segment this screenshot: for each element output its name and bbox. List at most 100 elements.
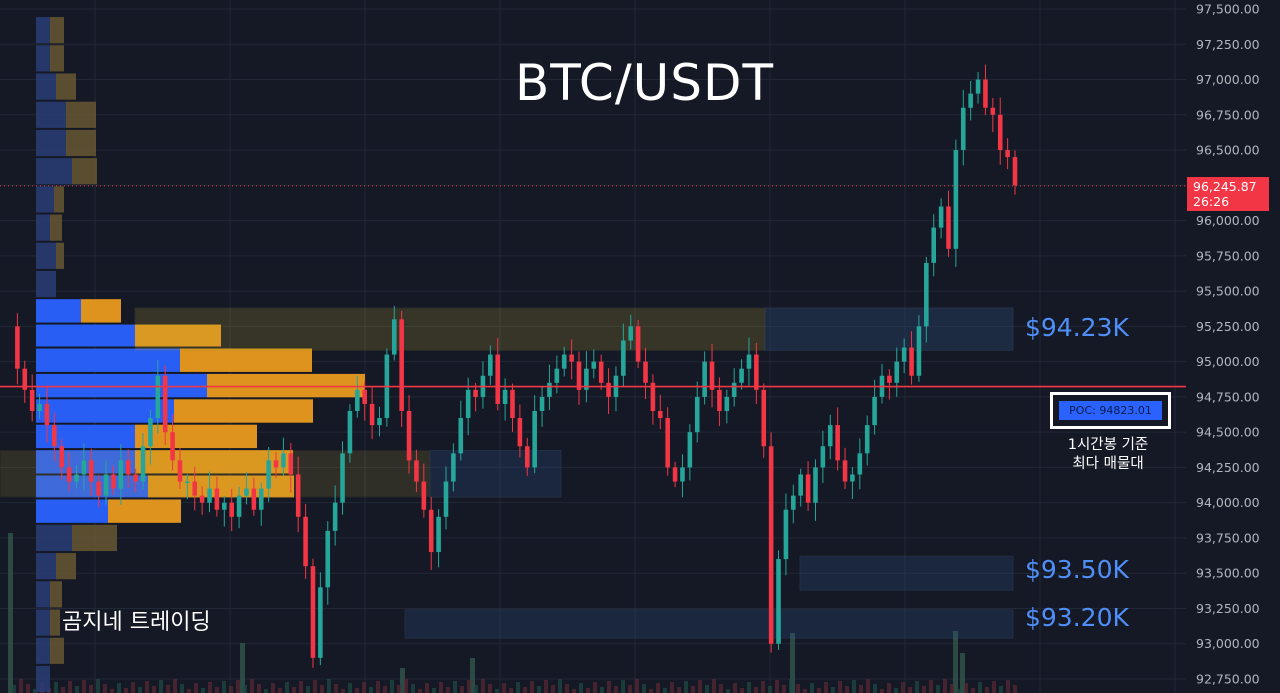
y-tick-label: 93,250.00: [1196, 601, 1260, 616]
candle-body: [672, 467, 678, 482]
profile-buy-bar: [36, 665, 50, 693]
candle-body: [214, 488, 220, 510]
candle-body: [909, 347, 914, 376]
volume-bar: [145, 681, 149, 693]
candle-body: [901, 347, 907, 362]
volume-bar: [810, 683, 814, 693]
level-zone-93-20k: [404, 609, 1014, 639]
candle-body: [1005, 150, 1010, 158]
volume-bar: [250, 679, 254, 693]
volume-bar: [621, 680, 625, 693]
y-tick-label: 95,750.00: [1196, 248, 1260, 263]
price-axis[interactable]: 97,500.00 97,250.00 97,000.00 96,750.00 96,5…: [1196, 2, 1260, 687]
volume-bar: [565, 684, 569, 693]
candle-body: [539, 396, 545, 411]
candle-body: [916, 326, 922, 376]
candle-body: [244, 488, 249, 496]
profile-buy-bar: [36, 158, 72, 185]
volume-bar: [684, 681, 688, 693]
volume-bar: [152, 686, 156, 693]
volume-bar: [411, 684, 415, 693]
volume-bar: [89, 685, 93, 693]
last-price-value: 96,245.87: [1193, 179, 1257, 194]
profile-sell-bar: [50, 17, 64, 44]
candle-body: [576, 361, 582, 390]
profile-sell-bar: [207, 373, 365, 398]
candle-body: [52, 425, 57, 447]
chart-title: BTC/USDT: [515, 54, 775, 112]
volume-bar: [873, 684, 877, 693]
candle-body: [436, 516, 441, 553]
candle-body: [362, 389, 367, 404]
poc-label-box: POC: 94823.01: [1050, 392, 1171, 429]
volume-bar: [467, 680, 471, 693]
candle-body: [96, 481, 101, 496]
volume-bar: [8, 533, 13, 693]
volume-bar: [96, 679, 100, 693]
volume-bar: [257, 684, 261, 693]
profile-sell-bar: [108, 499, 181, 523]
profile-sell-bar: [54, 186, 64, 213]
profile-sell-bar: [148, 475, 294, 498]
volume-bar: [180, 684, 184, 693]
candle-body: [569, 354, 574, 362]
volume-bar: [299, 681, 303, 693]
candle-body: [140, 446, 146, 482]
volume-bar: [306, 686, 310, 693]
candle-body: [924, 262, 929, 327]
candle-body: [650, 382, 656, 411]
candle-body: [798, 474, 803, 496]
profile-sell-bar: [56, 73, 76, 100]
profile-sell-bar: [81, 299, 121, 323]
volume-bar: [978, 682, 982, 693]
candle-body: [377, 418, 382, 426]
candle-body: [547, 382, 552, 397]
candle-body: [517, 418, 523, 447]
profile-buy-bar: [36, 524, 72, 552]
price-zones: [0, 307, 1014, 639]
volume-bar: [579, 683, 583, 693]
volume-bar: [649, 689, 653, 693]
volume-bar: [26, 684, 30, 693]
volume-bar: [901, 682, 905, 693]
volume-bar: [929, 680, 933, 693]
volume-bar: [397, 685, 401, 693]
candle-body: [739, 368, 744, 383]
candle-body: [273, 460, 279, 468]
last-price-tag: 96,245.87 26:26: [1187, 177, 1269, 211]
candle-body: [990, 107, 996, 115]
volume-bar: [369, 687, 373, 693]
volume-bar: [159, 680, 163, 693]
candle-body: [554, 368, 560, 383]
volume-bar: [866, 679, 870, 693]
volume-bar: [400, 668, 405, 693]
candle-body: [621, 340, 626, 376]
volume-bar: [537, 686, 541, 693]
candle-body: [369, 403, 375, 426]
candle-body: [842, 460, 848, 482]
candle-body: [37, 403, 42, 411]
candle-body: [421, 481, 427, 510]
y-tick-label: 96,000.00: [1196, 213, 1260, 228]
candle-body: [894, 361, 900, 383]
profile-buy-bar: [36, 299, 81, 323]
profile-buy-bar: [36, 242, 56, 269]
volume-bar: [915, 681, 919, 693]
profile-buy-bar: [36, 424, 135, 449]
volume-bar: [957, 689, 961, 693]
candle-body: [59, 446, 65, 468]
y-tick-label: 94,000.00: [1196, 495, 1260, 510]
profile-sell-bar: [72, 524, 117, 552]
candle-body: [133, 474, 138, 482]
level-zone-93-50k: [799, 555, 1014, 591]
profile-buy-bar: [36, 609, 50, 636]
poc-note: 1시간봉 기준 최다 매물대: [1058, 436, 1158, 474]
supply-zone: [134, 307, 766, 351]
candle-body: [22, 368, 28, 390]
volume-bar: [628, 685, 632, 693]
candle-body: [754, 354, 759, 390]
candle-body: [850, 474, 855, 482]
volume-bar: [187, 689, 191, 693]
candle-body: [805, 474, 811, 503]
